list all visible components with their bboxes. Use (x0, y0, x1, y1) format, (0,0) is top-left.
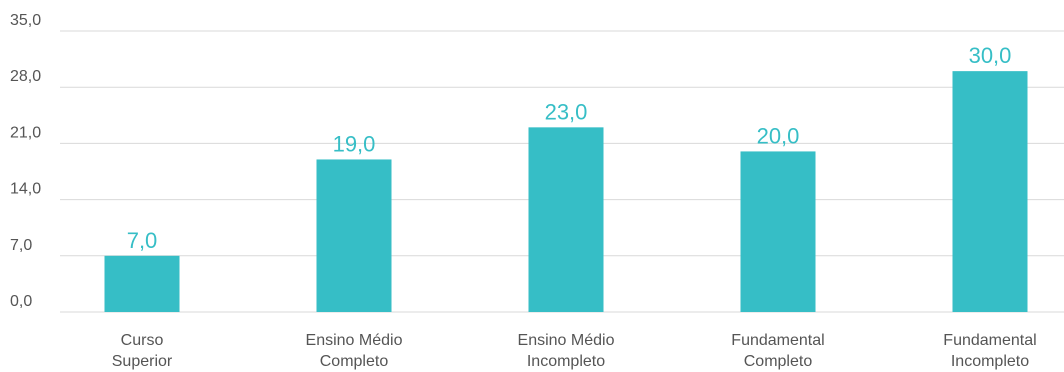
data-label: 19,0 (333, 131, 376, 156)
y-axis-ticks: 0,0 7,0 14,0 21,0 28,0 35,0 (10, 12, 41, 310)
data-label: 23,0 (545, 99, 588, 124)
y-tick-label: 14,0 (10, 181, 41, 198)
x-tick-label: Incompleto (527, 353, 605, 370)
x-tick-label: Fundamental (731, 332, 824, 349)
x-tick-label: Completo (320, 353, 389, 370)
x-tick-label: Curso (121, 332, 164, 349)
y-tick-label: 35,0 (10, 12, 41, 29)
x-tick-label: Ensino Médio (518, 332, 615, 349)
x-tick-label: Ensino Médio (306, 332, 403, 349)
x-tick-label: Incompleto (951, 353, 1029, 370)
x-axis-categories: Curso Superior Ensino Médio Completo Ensino … (112, 332, 1037, 370)
y-tick-label: 28,0 (10, 68, 41, 85)
data-label: 30,0 (969, 43, 1012, 68)
x-tick-label: Fundamental (943, 332, 1036, 349)
y-tick-label: 7,0 (10, 237, 32, 254)
bar (104, 255, 180, 312)
x-tick-label: Superior (112, 353, 173, 370)
y-tick-label: 21,0 (10, 124, 41, 141)
data-labels: 7,0 19,0 23,0 20,0 30,0 (127, 43, 1012, 253)
y-tick-label: 0,0 (10, 293, 32, 310)
bar (740, 151, 816, 312)
bar (528, 127, 604, 312)
bars (104, 71, 1028, 313)
data-label: 7,0 (127, 228, 158, 253)
bar (952, 71, 1028, 313)
x-tick-label: Completo (744, 353, 813, 370)
data-label: 20,0 (757, 123, 800, 148)
bar (316, 159, 392, 312)
